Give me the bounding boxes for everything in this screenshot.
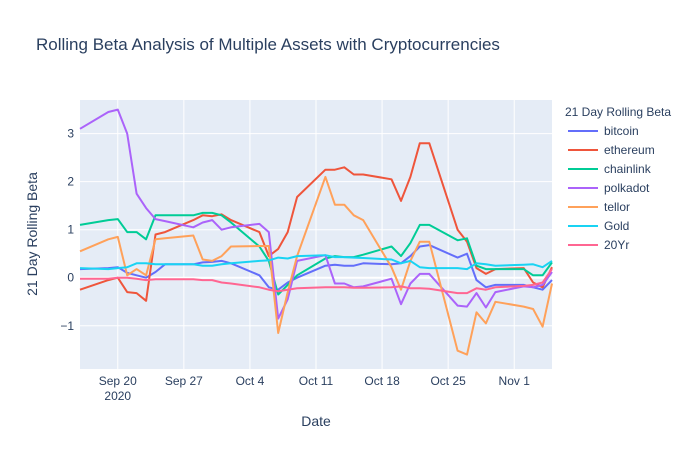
x-tick-label: Oct 11 bbox=[299, 374, 334, 388]
chart-title: Rolling Beta Analysis of Multiple Assets… bbox=[36, 35, 500, 54]
series-line-20yr bbox=[80, 268, 553, 295]
legend-item-tellor[interactable]: tellor bbox=[568, 200, 630, 214]
y-tick-label: −1 bbox=[60, 319, 74, 333]
legend-item-20yr[interactable]: 20Yr bbox=[568, 238, 629, 252]
series-line-chainlink bbox=[79, 211, 553, 296]
legend-item-polkadot[interactable]: polkadot bbox=[568, 181, 650, 195]
legend-label: ethereum bbox=[604, 143, 655, 157]
y-axis-ticks: −1 0 1 2 3 bbox=[60, 127, 74, 333]
legend[interactable]: 21 Day Rolling Beta bitcoin ethereum chain… bbox=[565, 105, 671, 252]
x-axis-label: Date bbox=[301, 413, 331, 429]
legend-label: 20Yr bbox=[604, 238, 629, 252]
series-lines bbox=[79, 108, 553, 356]
legend-label: bitcoin bbox=[604, 124, 639, 138]
series-line-ethereum bbox=[79, 142, 553, 302]
y-tick-label: 2 bbox=[67, 175, 74, 189]
y-tick-label: 1 bbox=[67, 223, 74, 237]
legend-label: Gold bbox=[604, 219, 629, 233]
y-tick-label: 3 bbox=[67, 127, 74, 141]
x-tick-label: Sep 20 bbox=[99, 374, 137, 388]
legend-item-bitcoin[interactable]: bitcoin bbox=[568, 124, 639, 138]
y-tick-label: 0 bbox=[67, 271, 74, 285]
x-tick-label: Oct 18 bbox=[364, 374, 400, 388]
legend-label: chainlink bbox=[604, 162, 652, 176]
x-tick-label: Oct 25 bbox=[430, 374, 466, 388]
x-tick-sublabel: 2020 bbox=[104, 389, 131, 403]
x-tick-label: Oct 4 bbox=[236, 374, 265, 388]
legend-item-chainlink[interactable]: chainlink bbox=[568, 162, 652, 176]
x-tick-label: Sep 27 bbox=[165, 374, 203, 388]
legend-label: polkadot bbox=[604, 181, 650, 195]
series-line-gold bbox=[79, 254, 553, 271]
series-line-bitcoin bbox=[79, 244, 553, 291]
y-axis-label: 21 Day Rolling Beta bbox=[24, 172, 40, 296]
legend-title: 21 Day Rolling Beta bbox=[565, 105, 671, 119]
series-line-tellor bbox=[79, 175, 553, 356]
legend-item-gold[interactable]: Gold bbox=[568, 219, 629, 233]
legend-item-ethereum[interactable]: ethereum bbox=[568, 143, 655, 157]
legend-label: tellor bbox=[604, 200, 630, 214]
x-tick-label: Nov 1 bbox=[499, 374, 531, 388]
